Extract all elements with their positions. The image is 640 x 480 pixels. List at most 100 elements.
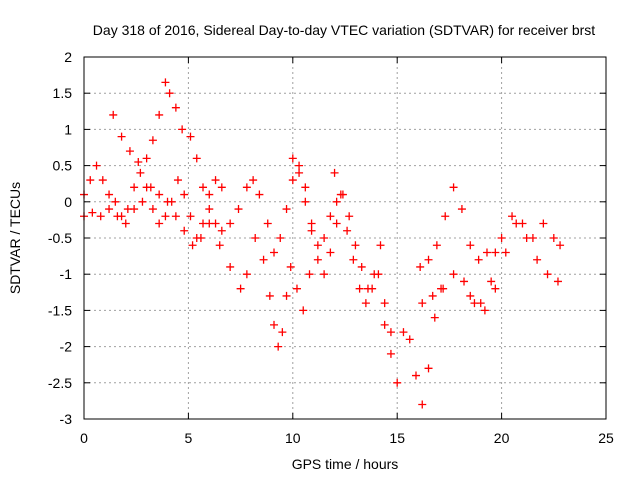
data-point	[386, 328, 395, 337]
data-point	[217, 226, 226, 235]
y-tick-label: 0	[64, 194, 72, 210]
data-point	[270, 248, 279, 257]
data-point	[301, 197, 310, 206]
data-point	[186, 132, 195, 141]
data-point	[255, 190, 264, 199]
data-point	[211, 219, 220, 228]
chart-title: Day 318 of 2016, Sidereal Day-to-day VTE…	[93, 22, 595, 38]
data-point	[336, 190, 345, 199]
data-point	[270, 320, 279, 329]
data-point	[313, 255, 322, 264]
data-point	[295, 161, 304, 170]
data-point	[113, 212, 122, 221]
data-point	[138, 197, 147, 206]
data-point	[188, 241, 197, 250]
data-point	[399, 328, 408, 337]
data-point	[292, 284, 301, 293]
data-point	[386, 349, 395, 358]
data-point	[556, 241, 565, 250]
data-point	[320, 234, 329, 242]
data-point	[178, 125, 187, 134]
data-point	[155, 219, 164, 228]
data-point	[307, 226, 316, 235]
data-point	[259, 255, 268, 264]
data-point	[549, 234, 558, 242]
data-point	[171, 212, 180, 221]
x-tick-label: 10	[285, 430, 301, 446]
y-tick-label: -1.5	[48, 302, 72, 318]
data-point	[282, 291, 291, 300]
data-point	[278, 328, 287, 337]
data-point	[416, 262, 425, 271]
data-point	[163, 197, 172, 206]
data-point	[274, 342, 283, 351]
y-tick-label: 1.5	[53, 85, 73, 101]
data-point	[205, 190, 214, 199]
y-axis-label: SDTVAR / TECUs	[7, 182, 23, 294]
data-point	[276, 234, 285, 242]
data-point	[288, 154, 297, 163]
data-point	[86, 176, 95, 185]
data-point	[98, 176, 107, 185]
data-point	[539, 219, 548, 228]
x-tick-label: 0	[80, 430, 88, 446]
data-point	[553, 277, 562, 286]
data-point	[236, 284, 245, 293]
x-axis-label: GPS time / hours	[292, 456, 399, 472]
data-point	[428, 291, 437, 300]
data-point	[295, 168, 304, 177]
y-tick-label: -0.5	[48, 230, 72, 246]
data-point	[92, 161, 101, 170]
data-point	[482, 248, 491, 257]
data-point	[449, 183, 458, 192]
data-point	[326, 212, 335, 221]
data-point	[430, 313, 439, 322]
data-point	[361, 299, 370, 308]
data-point	[351, 241, 360, 250]
data-point	[441, 212, 450, 221]
data-point	[148, 205, 157, 214]
data-point	[282, 205, 291, 214]
y-tick-label: -2.5	[48, 375, 72, 391]
data-point	[466, 291, 475, 300]
data-point	[393, 378, 402, 387]
data-point	[533, 255, 542, 264]
data-point	[326, 248, 335, 257]
data-point	[146, 183, 155, 192]
data-point	[374, 270, 383, 279]
data-point	[418, 400, 427, 409]
data-point	[211, 176, 220, 185]
y-tick-label: 2	[64, 49, 72, 65]
data-point	[411, 371, 420, 380]
data-point	[117, 132, 126, 141]
data-point	[528, 234, 537, 242]
data-point	[424, 255, 433, 264]
data-point	[466, 241, 475, 250]
data-point	[332, 197, 341, 206]
data-point	[111, 197, 120, 206]
data-point	[171, 103, 180, 112]
grid	[84, 57, 606, 419]
data-point	[226, 262, 235, 271]
data-point	[355, 284, 364, 293]
data-point	[320, 270, 329, 279]
data-point	[301, 183, 310, 192]
y-tick-label: -3	[60, 411, 73, 427]
x-tick-label: 20	[494, 430, 510, 446]
data-point	[265, 291, 274, 300]
data-point	[215, 241, 224, 250]
data-point	[313, 241, 322, 250]
data-point	[349, 255, 358, 264]
data-point	[192, 154, 201, 163]
data-point	[125, 147, 134, 156]
data-point	[173, 176, 182, 185]
data-point	[518, 219, 527, 228]
data-point	[121, 219, 130, 228]
data-point	[105, 190, 114, 199]
axis-ticks: 0 5 10 15 20 25 -3 -2.5 -2 -1.5 -1 -0.5 0 0.5 1 1.5 2	[48, 49, 614, 446]
data-point	[142, 154, 151, 163]
y-tick-label: 0.5	[53, 158, 73, 174]
data-point	[136, 168, 145, 177]
data-point	[357, 262, 366, 271]
